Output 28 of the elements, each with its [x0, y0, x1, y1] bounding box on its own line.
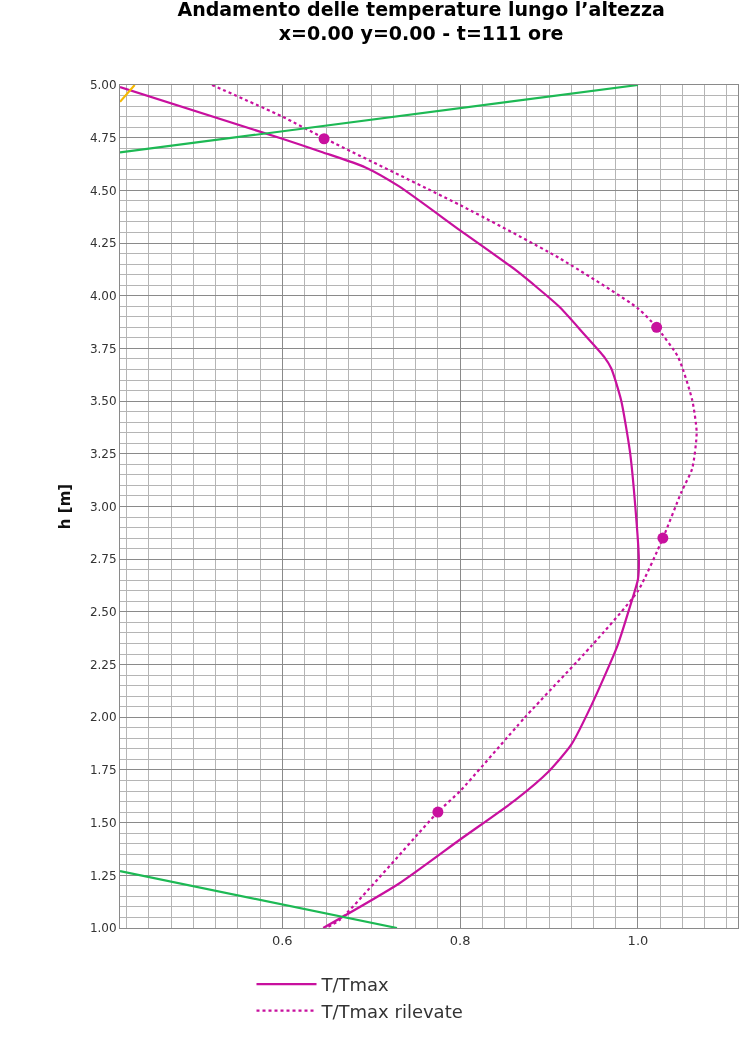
point: [432, 806, 444, 818]
x-tick-label: 0.6: [271, 932, 293, 948]
y-tick-label: 4.50: [89, 183, 117, 198]
y-tick-label: 1.50: [89, 815, 117, 830]
y-tick-label: 2.75: [89, 552, 117, 567]
legend-label: T/Tmax: [320, 974, 390, 996]
x-tick-label: 1.0: [627, 932, 649, 948]
y-tick-label: 2.00: [89, 710, 117, 725]
legend-label: T/Tmax rilevate: [320, 1000, 463, 1022]
y-tick-label: 2.50: [89, 605, 117, 620]
y-tick-label: 4.75: [89, 130, 117, 145]
y-tick-label: 3.00: [89, 499, 117, 514]
y-tick-label: 1.25: [89, 868, 117, 883]
y-tick-label: 3.75: [89, 341, 117, 356]
point: [657, 532, 669, 544]
point: [651, 321, 663, 333]
y-tick-label: 4.25: [89, 236, 117, 251]
chart-title: Andamento delle temperature lungo l’altezza x=0.00 y=0.00 - t=111 ore: [177, 0, 665, 45]
y-axis-title: h [m]: [56, 483, 75, 530]
y-tick-label: 5.00: [89, 78, 117, 93]
y-tick-label: 1.75: [89, 763, 117, 778]
y-tick-label: 3.25: [89, 447, 117, 462]
y-tick-label: 1.00: [89, 921, 117, 936]
y-tick-label: 4.00: [89, 288, 117, 303]
point: [318, 133, 330, 145]
x-tick-label: 0.8: [449, 932, 471, 948]
y-tick-label: 3.50: [89, 394, 117, 409]
y-tick-label: 2.25: [89, 657, 117, 672]
